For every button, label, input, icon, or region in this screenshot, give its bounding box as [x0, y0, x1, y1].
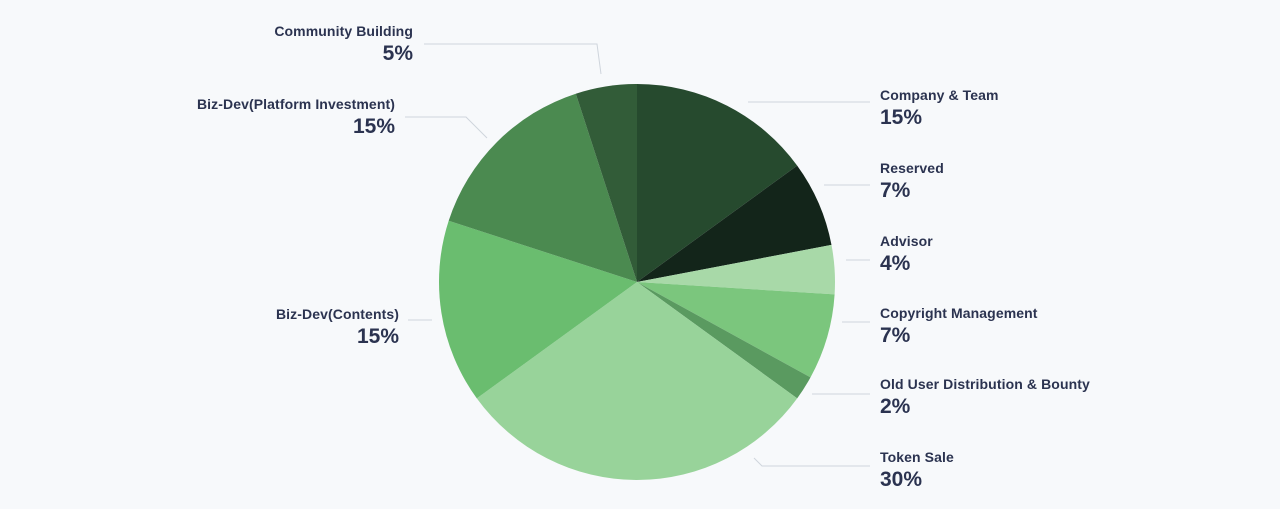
slice-label: Biz-Dev(Contents) 15%: [276, 307, 399, 347]
pie-slices: [438, 84, 835, 481]
pie-slice-company-team: [637, 84, 798, 282]
slice-label-percent: 7%: [880, 179, 911, 202]
slice-label-name: Advisor: [880, 233, 933, 249]
leader-lines: [405, 43, 870, 467]
slice-label-name: Biz-Dev(Platform Investment): [196, 96, 395, 112]
slice-label-percent: 5%: [382, 42, 413, 65]
pie-slice-biz-dev-platform-investment: [448, 93, 637, 282]
pie-slice-copyright-management: [637, 282, 835, 378]
leader-line: [405, 116, 488, 139]
slice-label: Company & Team 15%: [880, 88, 999, 128]
pie-slice-token-sale: [476, 282, 798, 481]
leader-line: [424, 43, 602, 75]
slice-label: Biz-Dev(Platform Investment) 15%: [197, 97, 395, 137]
slice-label-percent: 15%: [356, 325, 399, 348]
slice-label-percent: 2%: [880, 395, 911, 418]
slice-label-percent: 4%: [880, 252, 911, 275]
slice-label-name: Copyright Management: [880, 305, 1038, 321]
slice-label-percent: 15%: [352, 115, 395, 138]
slice-label: Token Sale 30%: [880, 450, 954, 490]
pie-slice-advisor: [637, 244, 835, 295]
slice-label: Community Building 5%: [274, 24, 413, 64]
slice-label-name: Company & Team: [880, 87, 999, 103]
pie-slice-reserved: [637, 165, 832, 282]
slice-label-name: Community Building: [274, 23, 413, 39]
slice-label-name: Reserved: [880, 160, 944, 176]
slice-label-percent: 7%: [880, 324, 911, 347]
pie-slice-community-building: [575, 84, 637, 282]
slice-label-name: Token Sale: [880, 449, 954, 465]
slice-label-name: Old User Distribution & Bounty: [880, 376, 1090, 392]
slice-label: Copyright Management 7%: [880, 306, 1038, 346]
slice-label: Advisor 4%: [880, 234, 933, 274]
pie-slice-biz-dev-contents: [438, 220, 637, 399]
slice-label: Old User Distribution & Bounty 2%: [880, 377, 1090, 417]
slice-label: Reserved 7%: [880, 161, 944, 201]
slice-label-name: Biz-Dev(Contents): [275, 306, 399, 322]
leader-line: [753, 457, 870, 467]
slice-label-percent: 30%: [880, 468, 923, 491]
slice-label-percent: 15%: [880, 106, 923, 129]
pie-slice-old-user-distribution-bounty: [637, 282, 811, 399]
